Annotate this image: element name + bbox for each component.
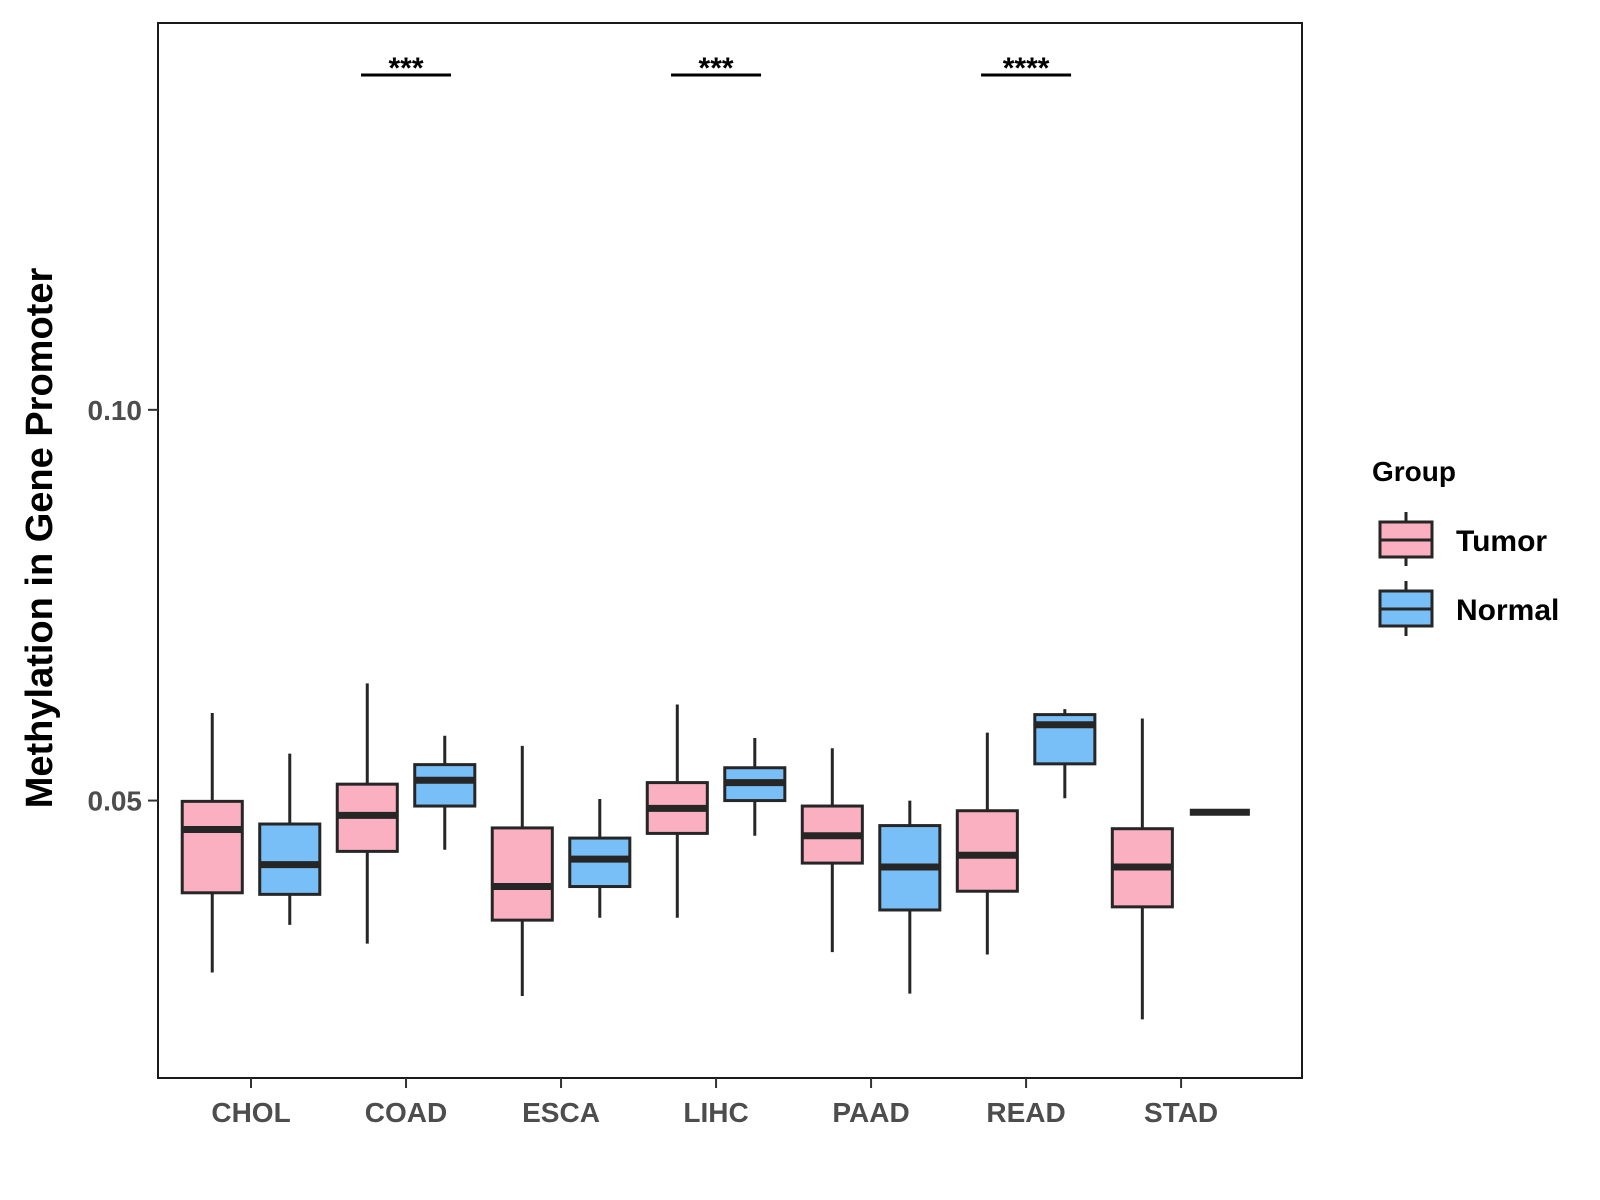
box-tumor-paad xyxy=(800,748,864,953)
x-tick-label-chol: CHOL xyxy=(211,1097,290,1128)
y-axis-title: Methylation in Gene Promoter xyxy=(19,268,61,809)
legend-title: Group xyxy=(1372,456,1456,487)
y-tick-label: 0.05 xyxy=(88,786,143,817)
box-tumor-esca xyxy=(490,745,554,996)
box-tumor-stad xyxy=(1110,718,1174,1020)
box-normal-coad xyxy=(413,735,477,850)
significance-label: *** xyxy=(699,52,734,85)
box-tumor-coad xyxy=(335,683,399,944)
legend-item-normal: Normal xyxy=(1378,581,1559,636)
iqr-box xyxy=(413,763,477,808)
y-tick-label: 0.10 xyxy=(88,395,143,426)
significance-read: **** xyxy=(981,52,1072,85)
iqr-box xyxy=(490,826,554,922)
legend-normal-label: Normal xyxy=(1456,594,1559,627)
x-tick-label-coad: COAD xyxy=(365,1097,447,1128)
x-tick-label-read: READ xyxy=(986,1097,1065,1128)
legend-item-tumor: Tumor xyxy=(1378,512,1547,566)
legend: Group Tumor Normal xyxy=(1372,456,1559,636)
box-tumor-chol xyxy=(180,713,244,973)
box-normal-paad xyxy=(878,800,942,994)
x-tick-label-esca: ESCA xyxy=(522,1097,600,1128)
significance-label: **** xyxy=(1003,52,1050,85)
x-tick-label-stad: STAD xyxy=(1144,1097,1218,1128)
box-tumor-read xyxy=(955,732,1019,955)
iqr-box xyxy=(258,822,322,896)
box-normal-lihc xyxy=(723,738,787,836)
box-normal-esca xyxy=(568,799,632,918)
legend-tumor-label: Tumor xyxy=(1456,525,1547,558)
plot-panel-border xyxy=(157,22,1303,1079)
x-tick-label-paad: PAAD xyxy=(832,1097,909,1128)
iqr-box xyxy=(955,809,1019,893)
iqr-box xyxy=(180,799,244,895)
box-normal-chol xyxy=(258,753,322,925)
box-normal-read xyxy=(1033,709,1097,799)
significance-label: *** xyxy=(389,52,424,85)
x-tick-label-lihc: LIHC xyxy=(683,1097,748,1128)
significance-lihc: *** xyxy=(671,52,762,85)
significance-coad: *** xyxy=(361,52,452,85)
box-tumor-lihc xyxy=(645,704,709,918)
